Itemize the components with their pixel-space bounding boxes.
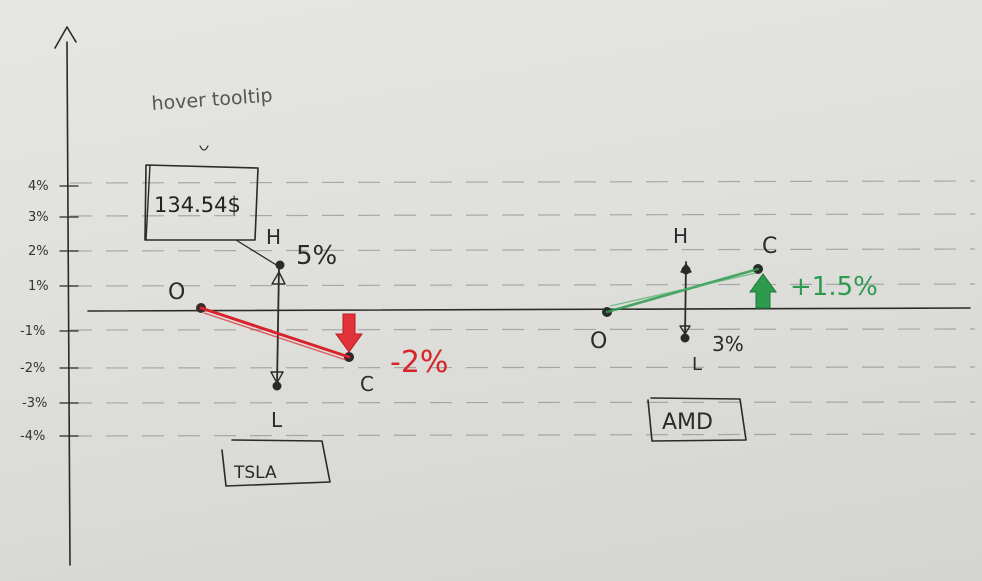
amd-low-point [680, 333, 690, 343]
zero-baseline [87, 307, 971, 312]
y-axis [54, 26, 77, 566]
amd-candle [602, 261, 777, 343]
tsla-high-pct: 5% [296, 241, 337, 271]
amd-low-label: L [692, 354, 702, 375]
tsla-high-point [275, 260, 285, 270]
amd-line [605, 267, 760, 314]
tsla-candle [196, 260, 363, 391]
tick-label: 3% [28, 210, 49, 225]
tsla-line-inner [203, 312, 347, 361]
amd-low-pct: 3% [712, 332, 744, 356]
tick-label: -4% [20, 429, 45, 444]
tsla-high-label: H [266, 225, 281, 249]
amd-high-point [681, 265, 691, 275]
amd-line-inner [609, 272, 757, 307]
tsla-open-label: O [168, 280, 185, 305]
tick-label: -1% [20, 324, 45, 339]
tooltip-box: 134.54$ [144, 164, 279, 267]
grid [69, 180, 976, 437]
tsla-change: -2% [390, 345, 448, 380]
up-arrow-icon [749, 273, 777, 309]
amd-high-label: H [673, 224, 688, 248]
tooltip-annotation: hover tooltip [151, 85, 273, 151]
tsla-line [199, 306, 351, 359]
amd-change: +1.5% [790, 272, 878, 302]
tick-label: -3% [22, 396, 47, 411]
tsla-close-label: C [360, 372, 374, 396]
amd-close-label: C [762, 234, 777, 259]
amd-label-box: AMD [647, 397, 747, 442]
tsla-label-box: TSLA [221, 439, 331, 487]
down-arrow-icon [335, 313, 363, 353]
tick-label: -2% [20, 361, 45, 376]
tooltip-value: 134.54$ [154, 193, 241, 217]
tsla-symbol: TSLA [233, 463, 277, 483]
tick-label: 2% [28, 244, 49, 259]
tick-label: 1% [28, 279, 49, 294]
tick-label: 4% [28, 179, 49, 194]
tsla-low-point [272, 381, 282, 391]
tsla-low-label: L [271, 408, 283, 432]
y-axis-ticks: 4% 3% 2% 1% -1% -2% -3% -4% [20, 179, 79, 444]
annotation-text: hover tooltip [151, 85, 273, 115]
amd-open-label: O [590, 329, 607, 354]
amd-symbol: AMD [662, 410, 713, 435]
